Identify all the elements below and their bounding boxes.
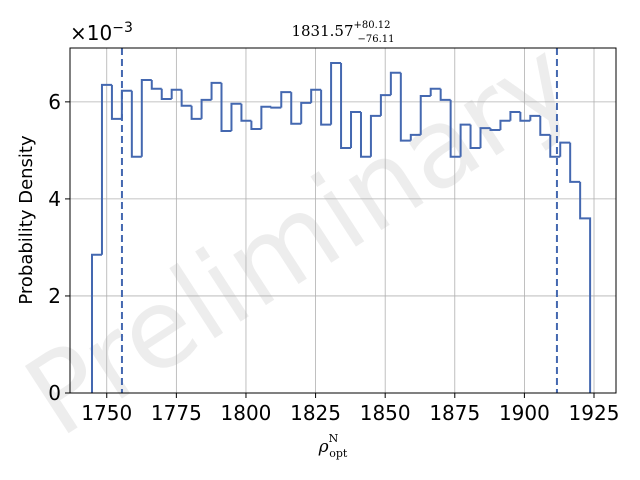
histogram-step: [110, 84, 122, 120]
histogram-step: [419, 95, 431, 135]
y-tick-label: 0: [48, 381, 61, 405]
histogram-step: [559, 141, 571, 157]
histogram-step: [120, 89, 132, 119]
x-axis-label: ρN opt: [318, 432, 348, 460]
histogram-step: [340, 63, 352, 149]
histogram-step: [409, 133, 421, 141]
axes-frame: [69, 47, 617, 394]
histogram-step: [200, 98, 212, 119]
title-lower: −76.11: [358, 34, 395, 45]
histogram-step: [190, 105, 202, 120]
histogram-step: [489, 128, 501, 132]
histogram-step: [170, 88, 182, 99]
histogram-step: [130, 90, 142, 158]
histogram-step: [330, 62, 342, 125]
histogram-step: [260, 105, 272, 130]
histogram-step: [529, 114, 541, 121]
offset-base: ×10: [70, 21, 112, 45]
x-tick-label: 1800: [221, 401, 272, 425]
x-tick-label: 1875: [429, 401, 480, 425]
histogram-step: [369, 114, 381, 157]
histogram-step: [310, 88, 322, 103]
chart-title: 1831.57+80.12 −76.11: [291, 20, 394, 45]
histogram-step: [549, 134, 561, 158]
offset-text: ×10−3: [70, 20, 133, 45]
histogram-step: [210, 81, 222, 100]
title-value: 1831.57: [291, 22, 353, 40]
histogram-step: [449, 99, 461, 158]
histogram-step: [180, 89, 192, 107]
histogram-step: [359, 112, 371, 158]
histogram-step: [290, 92, 302, 125]
y-tick-label: 6: [48, 90, 61, 114]
x-label-sup: N: [329, 432, 339, 445]
histogram-step: [250, 120, 262, 131]
offset-exponent: −3: [112, 20, 133, 36]
histogram-step: [519, 112, 531, 122]
histogram-step: [150, 80, 162, 90]
y-tick-label: 2: [48, 284, 61, 308]
histogram-step: [379, 94, 391, 116]
histogram-step: [160, 88, 172, 100]
histogram-step: [469, 124, 481, 149]
x-tick-label: 1750: [81, 401, 132, 425]
histogram-step: [389, 71, 401, 96]
histogram-step: [230, 102, 242, 131]
histogram-step: [270, 106, 282, 109]
y-tick-label: 4: [48, 187, 61, 211]
x-label-main: ρ: [318, 437, 329, 457]
histogram-step: [300, 101, 312, 124]
histogram-step: [509, 111, 521, 121]
x-tick-label: 1900: [499, 401, 550, 425]
x-tick-label: 1850: [360, 401, 411, 425]
histogram-step: [240, 103, 252, 122]
y-axis-label: Probability Density: [16, 135, 37, 305]
histogram-step: [280, 91, 292, 108]
histogram-step: [429, 87, 441, 97]
histogram-step: [569, 142, 581, 183]
histogram-step: [579, 181, 592, 393]
histogram-step: [499, 119, 511, 131]
histogram-step: [459, 123, 471, 157]
x-tick-label: 1925: [569, 401, 620, 425]
watermark: Preliminary: [4, 15, 595, 461]
histogram-step: [439, 88, 451, 101]
histogram-step: [220, 82, 232, 132]
x-label-sub: opt: [329, 447, 348, 460]
histogram-step: [479, 127, 491, 148]
histogram-step: [399, 72, 411, 142]
title-upper: +80.12: [354, 20, 391, 31]
x-tick-label: 1775: [151, 401, 202, 425]
histogram-step: [350, 111, 361, 148]
histogram-step: [320, 89, 332, 126]
histogram-step: [539, 115, 551, 136]
histogram-step: [140, 79, 152, 157]
histogram-step: [100, 83, 112, 255]
histogram-step: [90, 253, 102, 393]
x-tick-label: 1825: [290, 401, 341, 425]
